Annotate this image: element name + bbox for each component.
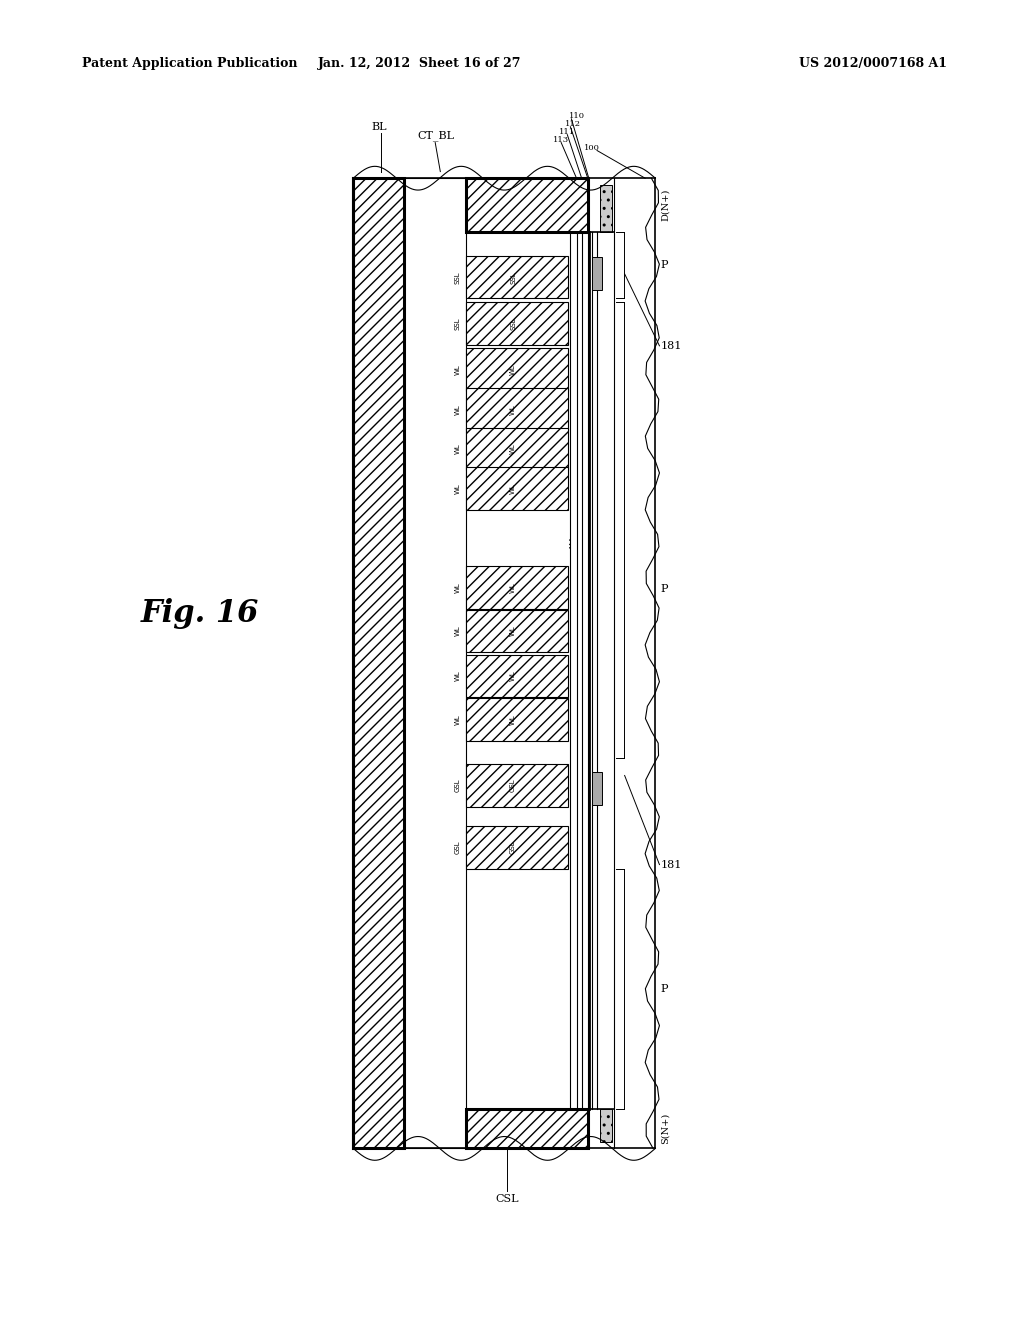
Bar — [600, 185, 612, 232]
Text: CT_BL: CT_BL — [418, 131, 455, 141]
Text: ...: ... — [559, 535, 573, 548]
Text: WL: WL — [510, 671, 516, 681]
Text: GSL: GSL — [510, 779, 516, 792]
Text: WL: WL — [455, 444, 461, 454]
Text: WL: WL — [455, 582, 461, 593]
Bar — [466, 698, 568, 741]
Text: WL: WL — [455, 483, 461, 494]
Bar — [592, 772, 602, 805]
Bar — [353, 178, 404, 1148]
Bar — [466, 764, 568, 807]
Text: SSL: SSL — [455, 317, 461, 330]
Bar — [353, 178, 655, 1148]
Text: BL: BL — [372, 121, 387, 132]
Text: WL: WL — [510, 626, 516, 636]
Bar — [466, 348, 568, 391]
Text: WL: WL — [510, 714, 516, 725]
Text: Patent Application Publication: Patent Application Publication — [82, 57, 297, 70]
Text: P: P — [660, 260, 668, 271]
Bar — [592, 257, 602, 290]
Text: WL: WL — [455, 626, 461, 636]
Bar — [466, 388, 568, 430]
Text: WL: WL — [455, 364, 461, 375]
Text: 110: 110 — [569, 112, 586, 120]
Bar — [600, 1109, 612, 1142]
Bar — [466, 1109, 588, 1148]
Bar — [466, 178, 588, 232]
Bar — [466, 467, 568, 510]
Bar — [466, 655, 568, 697]
Text: Fig. 16: Fig. 16 — [140, 598, 259, 630]
Text: WL: WL — [455, 404, 461, 414]
Text: 113: 113 — [553, 136, 569, 144]
Text: WL: WL — [455, 671, 461, 681]
Text: WL: WL — [510, 364, 516, 375]
Text: WL: WL — [510, 582, 516, 593]
Text: Jan. 12, 2012  Sheet 16 of 27: Jan. 12, 2012 Sheet 16 of 27 — [318, 57, 521, 70]
Bar — [466, 302, 568, 345]
Text: WL: WL — [510, 404, 516, 414]
Text: SSL: SSL — [455, 271, 461, 284]
Text: P: P — [660, 585, 668, 594]
Text: P: P — [660, 983, 668, 994]
Text: 112: 112 — [565, 120, 582, 128]
Bar — [466, 428, 568, 470]
Text: 181: 181 — [660, 341, 682, 351]
Text: CSL: CSL — [496, 1193, 518, 1204]
Text: SSL: SSL — [510, 271, 516, 284]
Text: WL: WL — [510, 444, 516, 454]
Text: S(N+): S(N+) — [660, 1113, 670, 1144]
Text: GSL: GSL — [455, 841, 461, 854]
Bar — [466, 826, 568, 869]
Bar — [466, 610, 568, 652]
Bar — [466, 256, 568, 298]
Text: WL: WL — [455, 714, 461, 725]
Text: 111: 111 — [559, 128, 575, 136]
Text: WL: WL — [510, 483, 516, 494]
Text: GSL: GSL — [510, 841, 516, 854]
Text: 100: 100 — [584, 144, 600, 152]
Bar — [404, 178, 466, 1148]
Bar — [466, 566, 568, 609]
Text: US 2012/0007168 A1: US 2012/0007168 A1 — [799, 57, 947, 70]
Text: 181: 181 — [660, 859, 682, 870]
Text: SSL: SSL — [510, 317, 516, 330]
Text: GSL: GSL — [455, 779, 461, 792]
Text: D(N+): D(N+) — [660, 189, 670, 222]
